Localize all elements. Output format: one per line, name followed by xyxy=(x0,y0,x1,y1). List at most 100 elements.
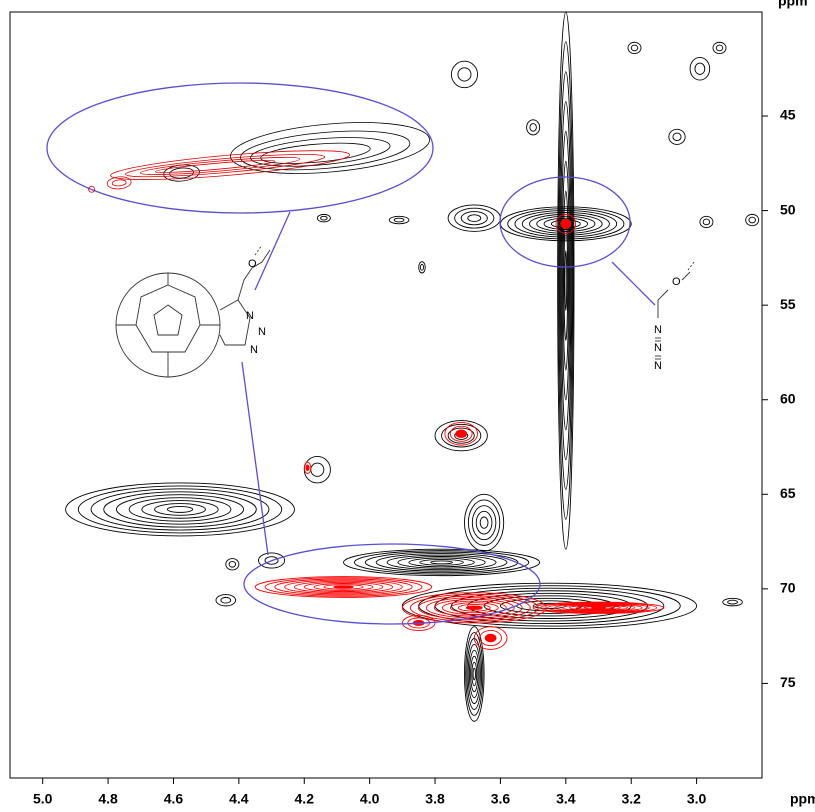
contour-line xyxy=(466,606,482,609)
peak xyxy=(304,462,311,473)
contour-line xyxy=(116,495,243,524)
contour-line xyxy=(749,217,756,223)
peak xyxy=(419,262,426,273)
contour-line xyxy=(695,63,705,74)
contour-line xyxy=(690,57,710,80)
contour-line xyxy=(419,262,426,273)
peak xyxy=(389,216,409,224)
contour-line xyxy=(713,42,726,53)
contour-line xyxy=(306,465,309,471)
contour-line xyxy=(456,430,467,438)
contour-line xyxy=(78,486,281,533)
peak xyxy=(533,602,664,613)
peak xyxy=(700,216,713,227)
contour-line xyxy=(431,561,453,564)
contour-line xyxy=(129,498,231,522)
contour-line xyxy=(628,42,641,53)
structure-labels: O N N N O N N N xyxy=(246,258,681,372)
y-tick-label: 50 xyxy=(780,201,796,217)
peak xyxy=(713,42,726,53)
atom-label: N xyxy=(654,360,662,372)
atom-label: O xyxy=(672,276,681,288)
contour-line xyxy=(229,561,236,567)
x-tick-label: 5.0 xyxy=(33,791,53,807)
peak xyxy=(474,627,507,650)
x-tick-label: 3.4 xyxy=(556,791,576,807)
contour-line xyxy=(527,120,540,135)
y-tick-label: 75 xyxy=(780,674,796,690)
contour-line xyxy=(561,131,570,429)
y-tick-label: 60 xyxy=(780,390,796,406)
contour-line xyxy=(723,598,743,606)
contour-line xyxy=(464,494,503,551)
peak xyxy=(690,57,710,80)
contour-line xyxy=(461,212,487,225)
contour-line xyxy=(703,219,710,225)
x-tick-label: 3.8 xyxy=(425,791,445,807)
connector xyxy=(612,262,655,305)
atom-label: O xyxy=(248,258,257,270)
contour-line xyxy=(476,511,492,534)
contour-line xyxy=(420,264,423,270)
y-tick-label: 65 xyxy=(780,485,796,501)
contour-line xyxy=(468,500,499,545)
contour-line xyxy=(480,517,488,528)
connector xyxy=(242,362,268,555)
contour-line xyxy=(451,61,477,87)
peak xyxy=(558,12,574,549)
atom-label: N xyxy=(654,342,662,354)
peak xyxy=(226,559,239,570)
contour-line xyxy=(420,559,464,565)
y-tick-label: 45 xyxy=(780,107,796,123)
y-axis-label: ppm xyxy=(778,0,808,9)
peak xyxy=(669,129,685,144)
x-tick-label: 3.2 xyxy=(621,791,641,807)
highlight-ellipse xyxy=(244,544,540,624)
contour-line xyxy=(631,45,638,51)
contour-line xyxy=(458,68,471,81)
contour-line xyxy=(565,251,567,311)
x-tick-label: 3.6 xyxy=(491,791,511,807)
contour-line xyxy=(700,216,713,227)
contour-line xyxy=(472,662,477,686)
contour-line xyxy=(394,218,404,222)
x-tick-label: 4.8 xyxy=(98,791,118,807)
y-tick-label: 55 xyxy=(780,296,796,312)
contour-line xyxy=(226,559,239,570)
peak xyxy=(448,205,500,231)
contour-line xyxy=(334,586,354,588)
contour-line xyxy=(464,627,484,722)
contour-line xyxy=(387,555,496,570)
connector xyxy=(255,212,290,290)
x-tick-label: 4.4 xyxy=(229,791,249,807)
x-axis-label: ppm xyxy=(790,791,815,807)
peak xyxy=(255,577,432,598)
x-tick-label: 3.0 xyxy=(687,791,707,807)
contour-line xyxy=(530,124,537,132)
peak xyxy=(464,627,484,722)
contour-line xyxy=(317,214,330,222)
contour-line xyxy=(561,219,571,228)
peak xyxy=(464,494,503,551)
atom-label: N xyxy=(258,326,266,338)
peak xyxy=(343,549,539,575)
inset-ellipse xyxy=(47,83,433,213)
contour-line xyxy=(104,492,257,527)
atom-label: N xyxy=(250,344,258,356)
plot-frame xyxy=(10,12,762,778)
contour-line xyxy=(311,463,324,476)
contour-line xyxy=(448,205,500,231)
contour-line xyxy=(468,215,481,222)
y-tick-label: 70 xyxy=(780,580,796,596)
peak xyxy=(451,61,477,87)
contour-line xyxy=(221,597,231,603)
peak xyxy=(66,483,295,536)
peak xyxy=(216,595,236,606)
contour-line xyxy=(485,634,496,642)
contour-line xyxy=(669,129,685,144)
contour-line xyxy=(321,216,328,220)
chart: O N N N O N N N ppm ppm 5.04.84.64.44.24… xyxy=(0,0,815,812)
contour-line xyxy=(389,216,409,224)
atom-label: N xyxy=(246,310,254,322)
inset-contours xyxy=(87,115,432,192)
